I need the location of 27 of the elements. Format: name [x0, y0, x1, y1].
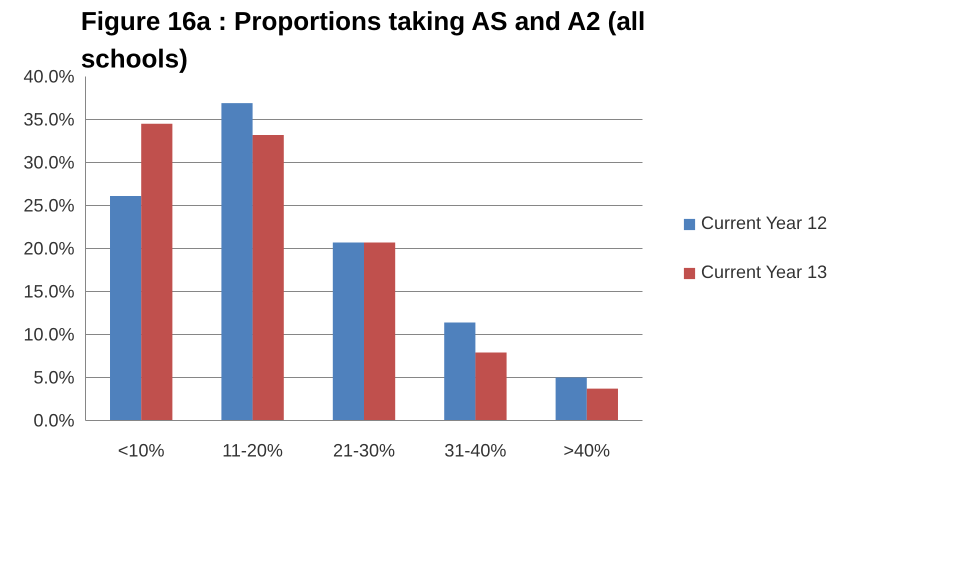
y-tick-label: 40.0% — [23, 66, 75, 86]
y-tick-label: 15.0% — [23, 282, 75, 302]
bar — [332, 242, 364, 420]
legend-label: Current Year 13 — [701, 262, 828, 283]
y-tick-label: 10.0% — [23, 324, 75, 344]
bar — [444, 322, 476, 420]
y-tick-label: 5.0% — [33, 368, 75, 388]
legend-label: Current Year 12 — [701, 213, 828, 234]
x-tick-label: 31-40% — [444, 440, 506, 460]
bar — [221, 103, 253, 420]
bar — [110, 196, 142, 420]
y-tick-label: 25.0% — [23, 196, 75, 216]
y-tick-label: 0.0% — [33, 410, 75, 430]
bar — [141, 124, 172, 420]
x-tick-label: 11-20% — [222, 440, 283, 460]
y-tick-label: 20.0% — [23, 238, 75, 258]
y-tick-label: 30.0% — [23, 152, 75, 172]
x-tick-label: >40% — [564, 440, 610, 460]
bar — [475, 352, 507, 420]
x-tick-label: <10% — [118, 440, 164, 460]
bar — [252, 134, 284, 420]
chart-title: Figure 16a : Proportions taking AS and A2 (all schools) — [80, 6, 646, 74]
bar — [556, 378, 587, 420]
bar — [586, 388, 618, 420]
x-tick-label: 21-30% — [332, 440, 396, 460]
bar — [364, 242, 396, 420]
y-tick-label: 35.0% — [23, 110, 75, 130]
